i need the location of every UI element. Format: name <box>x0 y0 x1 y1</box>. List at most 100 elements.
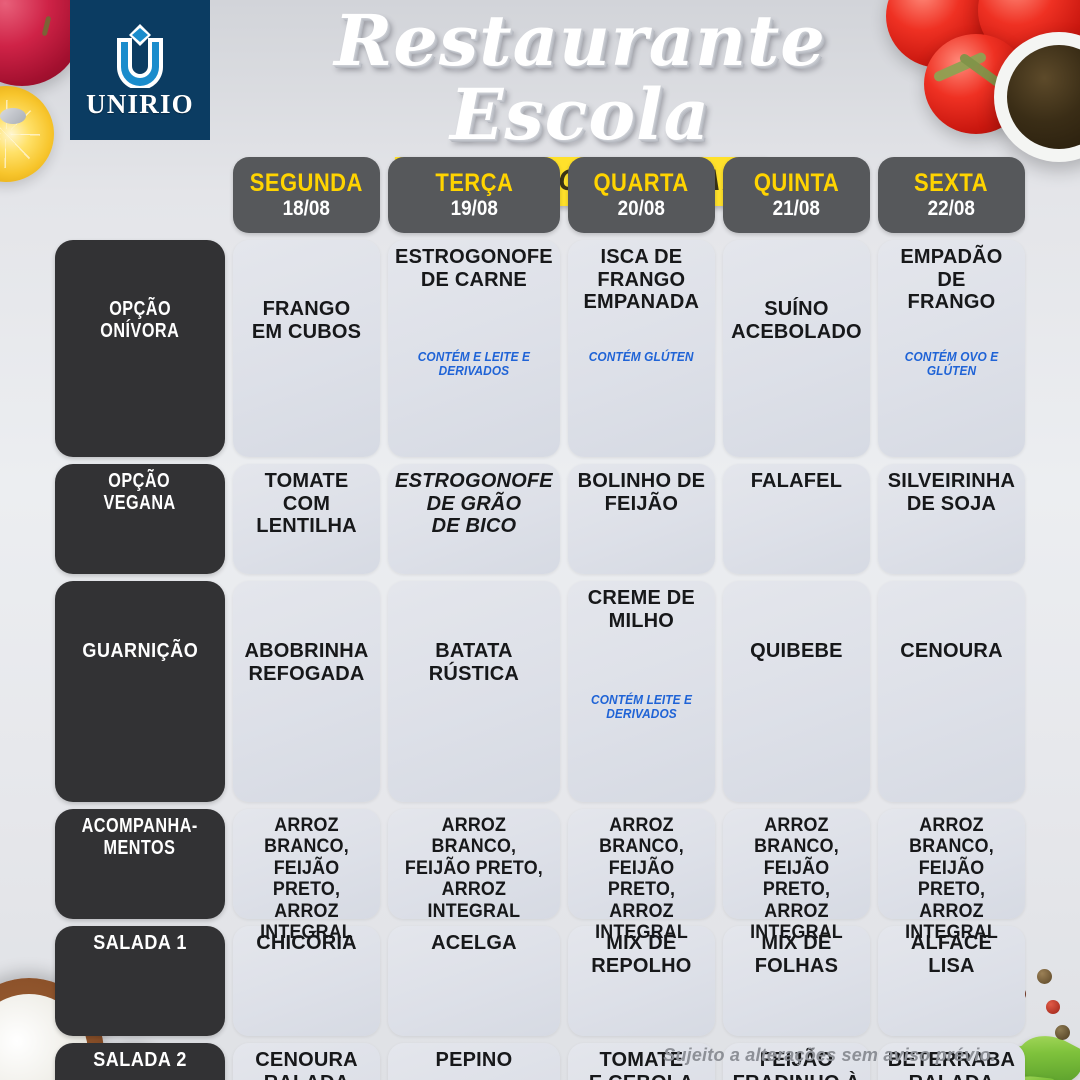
menu-cell: FRANGO EM CUBOS <box>233 240 381 457</box>
dish-name: FEIJÃO FRADINHO À CAMPANHA <box>733 1049 860 1080</box>
menu-cell: ARROZ BRANCO, FEIJÃO PRETO, ARROZ INTEGR… <box>233 809 381 944</box>
dish-name: QUIBEBE <box>750 640 843 662</box>
day-name: QUINTA <box>753 169 840 198</box>
dish-name: ARROZ BRANCO, FEIJÃO PRETO, ARROZ INTEGR… <box>750 815 843 944</box>
menu-cell: ABOBRINHA REFOGADA <box>233 581 381 802</box>
dish-name: ESTROGONOFE DE GRÃO DE BICO <box>395 470 553 538</box>
day-header-terca: TERÇA 19/08 <box>388 157 560 233</box>
day-name: SEGUNDA <box>249 169 364 198</box>
menu-cell: EMPADÃO DE FRANGO CONTÉM OVO E GLÚTEN <box>877 240 1025 457</box>
menu-cell: FALAFEL <box>722 464 870 574</box>
dish-name: SILVEIRINHA DE SOJA <box>887 470 1016 515</box>
row-label-salada-1: SALADA 1 <box>55 926 225 1036</box>
day-date: 22/08 <box>927 196 976 220</box>
day-name: TERÇA <box>434 169 513 198</box>
dish-name: EMPADÃO DE FRANGO <box>900 246 1003 314</box>
dish-name: ESTROGONOFE DE CARNE <box>395 246 553 291</box>
grid-corner-spacer <box>55 157 225 233</box>
menu-cell: CREME DE MILHO CONTÉM LEITE E DERIVADOS <box>567 581 715 802</box>
dish-name: BETERRABA RALADA <box>887 1049 1016 1080</box>
row-label-salada-2: SALADA 2 <box>55 1043 225 1080</box>
tomato-leaf-icon <box>932 51 988 83</box>
menu-cell: ESTROGONOFE DE CARNE CONTÉM E LEITE E DE… <box>388 240 560 457</box>
row-label-line1: SALADA 2 <box>93 1049 187 1071</box>
day-date: 20/08 <box>617 196 666 220</box>
menu-cell: PEPINO <box>388 1043 560 1080</box>
row-label-guarnicao: GUARNIÇÃO <box>55 581 225 802</box>
day-date: 21/08 <box>772 196 821 220</box>
menu-cell: CENOURA <box>877 581 1025 802</box>
row-label-acompanhamentos: ACOMPANHA- MENTOS <box>55 809 225 919</box>
dish-name: ARROZ BRANCO, FEIJÃO PRETO, ARROZ INTEGR… <box>404 815 543 922</box>
spoon-photo <box>0 108 26 124</box>
day-header-quinta: QUINTA 21/08 <box>722 157 870 233</box>
dish-name: BOLINHO DE FEIJÃO <box>577 470 706 515</box>
menu-cell: TOMATE E CEBOLA <box>567 1043 715 1080</box>
dish-name: PEPINO <box>435 1049 513 1071</box>
disclaimer-note: Sujeito a alterações sem aviso prévio. <box>663 1045 996 1065</box>
tomato-photo <box>978 0 1080 64</box>
menu-cell: ARROZ BRANCO, FEIJÃO PRETO, ARROZ INTEGR… <box>567 809 715 944</box>
peppercorn-photo <box>1055 1025 1070 1040</box>
menu-cell: CENOURA RALADA <box>233 1043 381 1080</box>
day-name: QUARTA <box>593 169 689 198</box>
menu-cell: BOLINHO DE FEIJÃO <box>567 464 715 574</box>
olive-bowl-photo <box>994 32 1080 162</box>
row-label-line1: OPÇÃO <box>109 298 171 320</box>
page-title: Restaurante Escola <box>334 0 826 156</box>
dish-name: MIX DE REPOLHO <box>591 932 692 977</box>
day-header-sexta: SEXTA 22/08 <box>877 157 1025 233</box>
tomato-leaf-icon <box>958 52 1004 89</box>
allergen-note: CONTÉM GLÚTEN <box>588 350 694 364</box>
dish-name: FRANGO EM CUBOS <box>251 298 362 343</box>
dish-name: CENOURA RALADA <box>255 1049 358 1080</box>
day-date: 19/08 <box>450 196 498 220</box>
menu-cell: MIX DE FOLHAS <box>722 926 870 1036</box>
dish-name: SUÍNO ACEBOLADO <box>731 298 862 343</box>
menu-cell: ALFACE LISA <box>877 926 1025 1036</box>
dish-name: ALFACE LISA <box>910 932 993 977</box>
unirio-u-emblem <box>117 24 163 88</box>
peppercorn-photo <box>1046 1000 1060 1014</box>
menu-cell: BETERRABA RALADA <box>877 1043 1025 1080</box>
dish-name: FALAFEL <box>750 470 843 492</box>
dish-name: CHICÓRIA <box>256 932 357 954</box>
row-label-opcao-vegana: OPÇÃO VEGANA <box>55 464 225 574</box>
unirio-logo: UNIRIO <box>70 0 210 140</box>
dish-name: BATATA RÚSTICA <box>428 640 520 685</box>
row-label-line1: ACOMPANHA- <box>81 815 199 837</box>
row-label-line2: ONÍVORA <box>100 320 180 343</box>
dish-name: TOMATE COM LENTILHA <box>256 470 357 538</box>
row-label-line1: SALADA 1 <box>93 932 187 954</box>
menu-cell: ARROZ BRANCO, FEIJÃO PRETO, ARROZ INTEGR… <box>722 809 870 944</box>
row-label-line1: GUARNIÇÃO <box>82 640 198 662</box>
menu-cell: BATATA RÚSTICA <box>388 581 560 802</box>
menu-cell: ACELGA <box>388 926 560 1036</box>
dish-name: ARROZ BRANCO, FEIJÃO PRETO, ARROZ INTEGR… <box>594 815 688 944</box>
menu-grid: SEGUNDA 18/08 TERÇA 19/08 QUARTA 20/08 Q… <box>55 157 1025 1080</box>
day-date: 18/08 <box>282 196 331 220</box>
logo-wordmark: UNIRIO <box>86 89 194 119</box>
lemon-slice-photo <box>0 86 54 182</box>
menu-cell: ISCA DE FRANGO EMPANADA CONTÉM GLÚTEN <box>567 240 715 457</box>
menu-cell: ESTROGONOFE DE GRÃO DE BICO <box>388 464 560 574</box>
day-name: SEXTA <box>914 169 989 198</box>
menu-cell: FEIJÃO FRADINHO À CAMPANHA <box>722 1043 870 1080</box>
allergen-note: CONTÉM OVO E GLÚTEN <box>904 350 999 378</box>
dish-name: ARROZ BRANCO, FEIJÃO PRETO, ARROZ INTEGR… <box>260 815 353 944</box>
menu-cell: SUÍNO ACEBOLADO <box>722 240 870 457</box>
dish-name: ISCA DE FRANGO EMPANADA <box>583 246 700 314</box>
row-label-opcao-onivora: OPÇÃO ONÍVORA <box>55 240 225 457</box>
row-label-line2: VEGANA <box>103 492 177 515</box>
peppercorn-photo <box>1037 969 1052 984</box>
menu-cell: MIX DE REPOLHO <box>567 926 715 1036</box>
day-header-quarta: QUARTA 20/08 <box>567 157 715 233</box>
dish-name: ARROZ BRANCO, FEIJÃO PRETO, ARROZ INTEGR… <box>905 815 998 944</box>
allergen-note: CONTÉM E LEITE E DERIVADOS <box>417 350 531 378</box>
tomato-photo <box>924 34 1028 134</box>
dish-name: MIX DE FOLHAS <box>754 932 839 977</box>
dish-name: CENOURA <box>900 640 1003 662</box>
apple-stem-icon <box>41 15 52 37</box>
menu-cell: TOMATE COM LENTILHA <box>233 464 381 574</box>
